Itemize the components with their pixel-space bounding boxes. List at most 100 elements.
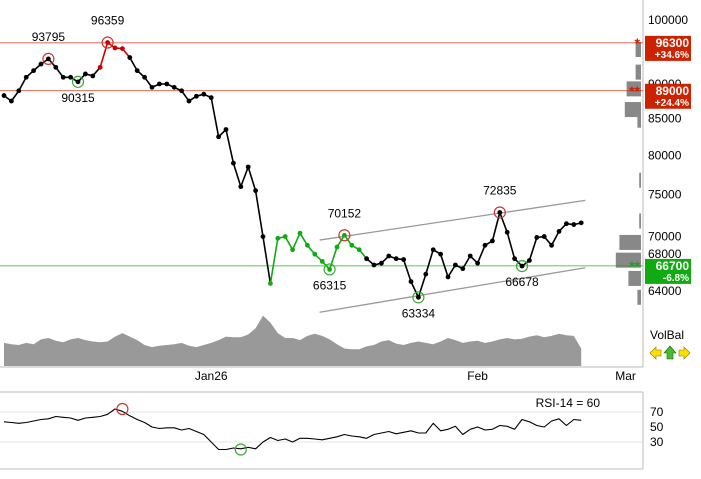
price-point: [393, 256, 399, 262]
price-level-change: +34.6%: [655, 50, 689, 61]
price-point: [319, 258, 325, 264]
volume-by-price-bar: [639, 213, 641, 229]
green-arrow-up-icon: [663, 345, 677, 360]
price-level-tag: [645, 83, 691, 109]
price-point: [112, 45, 118, 51]
price-point: [408, 279, 414, 284]
rsi-marker: [116, 402, 129, 416]
swing-label: 63334: [402, 306, 436, 320]
swing-marker: [323, 263, 336, 276]
price-point: [223, 127, 229, 132]
price-point: [16, 88, 22, 94]
price-point: [83, 71, 88, 77]
price-line-segment: [366, 211, 582, 299]
price-point: [297, 230, 303, 236]
price-point: [260, 234, 266, 239]
price-point: [282, 234, 288, 239]
rsi-axis-tick-label: 30: [650, 435, 664, 449]
volume-by-price-bar: [637, 289, 641, 305]
price-point: [423, 271, 429, 277]
price-point: [578, 220, 584, 226]
swing-label: 70152: [328, 206, 362, 220]
price-level-asterisk: *: [635, 35, 641, 51]
price-point: [497, 210, 503, 215]
price-point: [127, 55, 133, 60]
volume-area: [4, 315, 582, 366]
price-point: [430, 247, 436, 253]
swing-label: 90315: [61, 91, 95, 105]
price-point: [445, 274, 451, 280]
price-point: [268, 281, 273, 286]
price-point: [238, 184, 244, 190]
price-level-value: 89000: [656, 84, 690, 98]
price-point: [186, 98, 192, 104]
price-point: [467, 253, 473, 259]
price-point: [342, 232, 347, 238]
price-point: [371, 262, 377, 268]
swing-label: 93795: [32, 30, 66, 44]
price-point: [201, 91, 207, 97]
volume-by-price-bar: [635, 41, 641, 57]
volume-by-price-bar: [626, 81, 641, 97]
date-axis-tick-label: Feb: [467, 369, 488, 383]
volume-by-price-bar: [635, 64, 641, 80]
volume-by-price-bar: [637, 112, 641, 128]
price-point: [134, 68, 140, 74]
swing-marker: [338, 229, 351, 242]
price-point: [512, 256, 517, 262]
price-point: [275, 235, 281, 241]
rsi-title: RSI-14 = 60: [536, 396, 601, 410]
price-point: [379, 260, 384, 266]
yellow-arrow-right-icon: [678, 346, 691, 360]
price-point: [194, 93, 199, 99]
price-point: [327, 267, 332, 272]
price-point: [364, 256, 369, 262]
price-point: [120, 46, 125, 51]
price-point: [68, 74, 73, 80]
price-point: [23, 74, 29, 80]
price-point: [305, 242, 310, 248]
price-line-segment: [269, 232, 368, 284]
date-axis-tick-label: Mar: [615, 369, 636, 383]
price-level-value: 96300: [656, 36, 690, 50]
price-point: [179, 88, 185, 94]
price-point: [164, 81, 170, 87]
price-point: [334, 244, 340, 250]
rsi-line: [3, 408, 582, 451]
swing-label: 66315: [313, 278, 347, 292]
price-point: [38, 61, 44, 67]
price-point: [490, 238, 495, 244]
price-line-segment: [129, 57, 272, 284]
price-level-value: 66700: [656, 259, 690, 273]
price-point: [1, 93, 7, 98]
price-point: [475, 260, 480, 266]
price-point: [97, 64, 103, 70]
price-point: [504, 229, 510, 235]
price-point: [171, 84, 177, 90]
price-point: [386, 253, 392, 259]
price-point: [349, 242, 355, 248]
volume-by-price-bar: [628, 270, 641, 286]
price-point: [453, 262, 458, 268]
date-axis-tick-label: Jan26: [195, 369, 228, 383]
price-point: [208, 95, 214, 101]
price-point: [571, 222, 577, 227]
price-level-asterisk: **: [629, 83, 640, 99]
price-point: [245, 164, 251, 170]
price-axis-tick-label: 85000: [648, 112, 682, 126]
price-axis-tick-label: 75000: [648, 188, 682, 202]
price-point: [356, 247, 362, 253]
channel-lower-line: [319, 267, 586, 313]
price-level-tag: [645, 35, 691, 61]
price-point: [401, 257, 406, 262]
yellow-arrow-left-icon: [649, 346, 662, 360]
channel-upper-line: [319, 199, 586, 241]
price-axis-tick-label: 64000: [648, 284, 682, 298]
swing-marker: [42, 52, 55, 65]
swing-marker: [515, 260, 529, 273]
swing-marker: [493, 206, 506, 219]
price-point: [482, 242, 488, 248]
price-level-asterisk: **: [629, 258, 640, 274]
price-point: [149, 84, 155, 90]
